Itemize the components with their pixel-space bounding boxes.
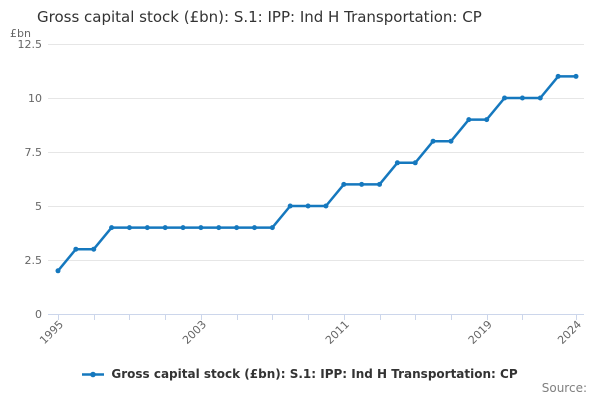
svg-text:0: 0 xyxy=(35,308,42,321)
legend[interactable]: Gross capital stock (£bn): S.1: IPP: Ind… xyxy=(0,367,600,381)
y-axis-unit-label: £bn xyxy=(10,27,31,40)
data-line xyxy=(56,75,578,273)
legend-label: Gross capital stock (£bn): S.1: IPP: Ind… xyxy=(111,367,518,381)
svg-text:1995: 1995 xyxy=(37,318,66,347)
svg-text:7.5: 7.5 xyxy=(25,146,43,159)
gridlines xyxy=(48,44,584,315)
svg-text:2011: 2011 xyxy=(323,318,352,347)
svg-text:2019: 2019 xyxy=(466,318,495,347)
svg-text:2024: 2024 xyxy=(555,318,584,347)
x-axis-tick-labels: 1995 2003 2011 2019 2024 xyxy=(37,318,584,347)
y-axis-tick-labels: 0 2.5 5 7.5 10 12.5 xyxy=(18,38,43,321)
data-point-markers[interactable] xyxy=(55,73,579,274)
svg-text:2.5: 2.5 xyxy=(25,254,43,267)
x-axis-line-and-ticks xyxy=(48,314,584,320)
svg-text:12.5: 12.5 xyxy=(18,38,43,51)
source-label: Source: xyxy=(541,381,587,395)
legend-line-marker-icon xyxy=(82,371,105,377)
chart-title: Gross capital stock (£bn): S.1: IPP: Ind… xyxy=(37,8,482,26)
svg-text:10: 10 xyxy=(28,92,42,105)
svg-text:5: 5 xyxy=(35,200,42,213)
svg-text:2003: 2003 xyxy=(180,318,209,347)
